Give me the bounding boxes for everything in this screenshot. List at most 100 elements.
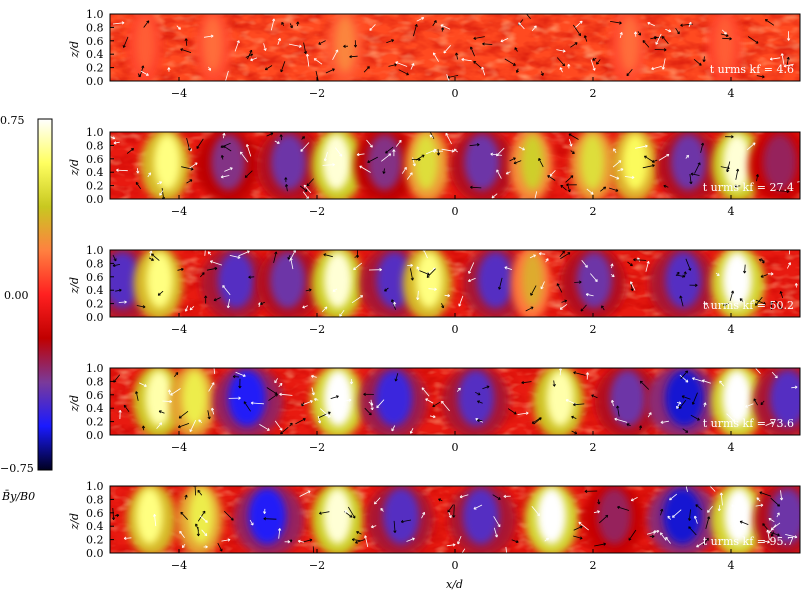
velocity-arrow-head xyxy=(382,171,386,174)
velocity-arrow xyxy=(601,305,605,311)
velocity-arrow-head xyxy=(626,73,630,77)
velocity-arrow xyxy=(633,259,647,261)
velocity-arrow-head xyxy=(368,412,372,416)
velocity-arrow xyxy=(573,403,585,406)
velocity-arrow-head xyxy=(440,24,444,28)
velocity-arrow-head xyxy=(118,409,122,413)
velocity-arrow-head xyxy=(618,160,622,164)
velocity-arrow-head xyxy=(339,153,343,157)
velocity-arrow xyxy=(594,543,606,547)
velocity-arrow-head xyxy=(280,431,284,435)
velocity-arrow-head xyxy=(135,182,139,185)
y-tick-label: 0.4 xyxy=(86,520,104,533)
velocity-arrow xyxy=(180,511,188,520)
velocity-arrow xyxy=(680,370,688,380)
velocity-arrow xyxy=(540,281,545,290)
velocity-arrow-head xyxy=(323,253,327,257)
velocity-arrow xyxy=(776,512,780,518)
velocity-arrow xyxy=(234,40,240,52)
velocity-arrow xyxy=(344,510,350,515)
velocity-arrow xyxy=(565,175,574,183)
velocity-arrow xyxy=(761,258,765,264)
velocity-arrow xyxy=(729,290,734,302)
velocity-arrow-head xyxy=(731,504,735,508)
velocity-arrow-head xyxy=(513,62,516,66)
y-axis-label: z/d xyxy=(68,513,81,531)
velocity-arrow-head xyxy=(242,373,246,377)
velocity-arrow-head xyxy=(788,262,791,266)
structure-core xyxy=(110,252,141,309)
velocity-arrow xyxy=(573,372,586,376)
velocity-arrow-head xyxy=(660,508,664,512)
velocity-arrow-head xyxy=(416,266,420,270)
velocity-arrow-head xyxy=(786,56,790,60)
velocity-arrow-head xyxy=(685,429,689,433)
y-tick-label: 0.2 xyxy=(86,180,104,193)
velocity-arrow xyxy=(263,518,277,520)
velocity-arrow xyxy=(312,546,315,553)
velocity-arrow xyxy=(200,272,205,278)
velocity-arrow-head xyxy=(229,167,233,171)
velocity-arrow-head xyxy=(592,57,596,61)
velocity-arrow-head xyxy=(486,385,490,389)
velocity-arrow xyxy=(685,258,691,271)
velocity-arrow xyxy=(135,391,139,401)
velocity-arrow-head xyxy=(159,181,163,185)
velocity-arrow xyxy=(559,67,563,73)
velocity-arrow-head xyxy=(149,250,153,254)
velocity-arrow xyxy=(383,168,385,174)
velocity-arrow xyxy=(351,295,363,304)
velocity-arrow-head xyxy=(249,49,253,53)
velocity-arrow-head xyxy=(596,61,600,65)
velocity-arrow-head xyxy=(467,278,471,282)
velocity-arrow-head xyxy=(144,383,147,387)
velocity-arrow xyxy=(178,423,190,428)
velocity-arrow xyxy=(115,289,122,292)
velocity-arrow xyxy=(371,525,377,528)
velocity-arrow-head xyxy=(477,400,480,404)
structure-core xyxy=(715,16,735,73)
velocity-arrow xyxy=(647,22,655,27)
velocity-arrow-head xyxy=(762,301,766,305)
velocity-arrow-head xyxy=(567,189,571,193)
velocity-arrow-head xyxy=(654,36,658,40)
velocity-arrow xyxy=(259,424,270,431)
velocity-arrow-head xyxy=(651,66,654,71)
velocity-arrow xyxy=(569,138,572,147)
velocity-arrow xyxy=(645,261,649,272)
velocity-arrow-head xyxy=(617,505,620,509)
velocity-arrow xyxy=(221,539,231,542)
velocity-arrow xyxy=(364,535,369,548)
structure-core xyxy=(724,488,754,545)
velocity-arrow xyxy=(189,306,195,311)
velocity-arrow xyxy=(747,36,759,44)
velocity-arrow xyxy=(785,534,798,538)
velocity-arrow xyxy=(631,497,638,501)
velocity-arrow xyxy=(660,420,669,423)
velocity-arrow xyxy=(126,148,134,154)
velocity-arrow xyxy=(560,184,567,191)
x-tick-label: 2 xyxy=(590,323,597,336)
structure-core xyxy=(203,16,223,73)
velocity-arrow-head xyxy=(245,144,250,147)
velocity-arrow-head xyxy=(579,525,583,529)
velocity-arrow xyxy=(760,400,765,405)
velocity-arrow xyxy=(702,538,709,546)
velocity-arrow-head xyxy=(146,20,150,24)
velocity-arrow xyxy=(395,373,399,382)
velocity-arrow xyxy=(302,191,309,199)
velocity-arrow xyxy=(726,413,735,422)
velocity-arrow-head xyxy=(476,143,480,147)
velocity-arrow xyxy=(206,267,218,271)
velocity-arrow xyxy=(660,532,667,541)
velocity-arrow-head xyxy=(121,21,125,25)
velocity-arrow xyxy=(421,512,425,519)
velocity-arrow xyxy=(374,497,381,505)
velocity-arrow xyxy=(685,486,688,492)
velocity-arrow xyxy=(295,418,306,425)
velocity-arrow-head xyxy=(157,292,161,296)
velocity-arrow xyxy=(665,537,671,544)
velocity-arrow xyxy=(444,294,450,297)
velocity-arrow xyxy=(637,31,641,36)
